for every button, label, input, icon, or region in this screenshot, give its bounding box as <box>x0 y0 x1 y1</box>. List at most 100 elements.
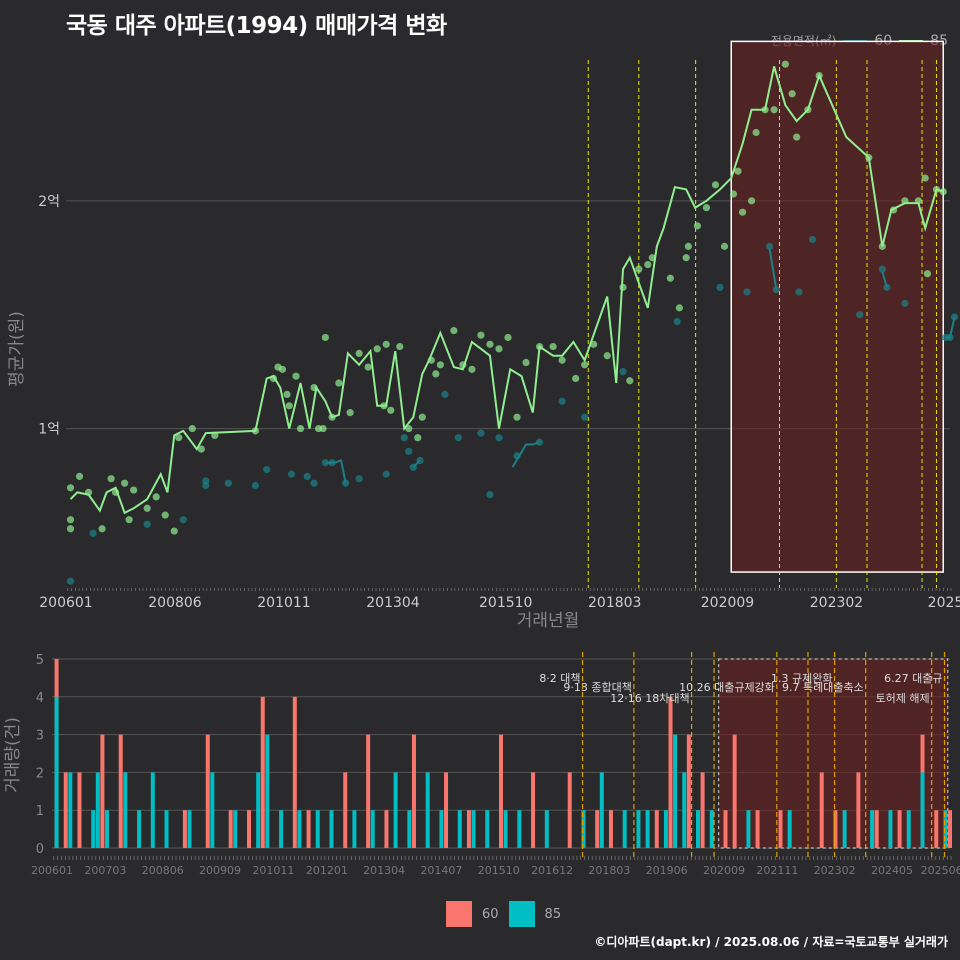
bar-85 <box>123 772 128 848</box>
policy-label: 9.7 특례대출축소 <box>782 681 864 694</box>
series-85-point <box>355 349 363 358</box>
series-60-point <box>263 465 271 474</box>
bar-60 <box>182 810 187 848</box>
series-60-point <box>143 520 151 528</box>
series-60-point <box>405 447 413 455</box>
top-x-axis-title: 거래년월 <box>517 611 580 631</box>
bar-60 <box>292 696 297 848</box>
bar-85 <box>682 772 687 848</box>
series-85-point <box>549 342 557 351</box>
bar-85 <box>329 810 334 848</box>
bottom-x-tick-label: 202111 <box>756 864 798 877</box>
top-x-tick-label: 201803 <box>588 595 641 611</box>
bar-85 <box>104 810 109 848</box>
series-85-point <box>346 409 354 417</box>
bottom-x-tick-label: 202405 <box>871 864 913 877</box>
series-85-point <box>188 424 196 433</box>
bar-85 <box>787 810 792 848</box>
top-x-tick-label: 201011 <box>257 595 310 611</box>
bar-60 <box>531 772 536 848</box>
series-60-point <box>772 286 780 294</box>
series-85-point <box>711 181 720 189</box>
series-60-point <box>477 429 485 437</box>
bar-60 <box>63 772 68 848</box>
series-85-point <box>328 413 336 421</box>
series-85-point <box>107 475 115 483</box>
top-x-tick-label: 202302 <box>810 595 863 611</box>
series-85-point <box>292 372 300 380</box>
series-85-point <box>414 434 422 442</box>
bar-85 <box>279 810 284 848</box>
bar-85 <box>888 810 893 848</box>
bar-60 <box>384 810 389 848</box>
bar-60 <box>260 696 265 848</box>
series-85-point <box>310 383 318 392</box>
bar-85 <box>233 810 238 848</box>
policy-label: 6.27 대출규 <box>884 672 942 685</box>
series-85-point <box>729 190 738 198</box>
series-85-point <box>581 361 589 369</box>
bar-85 <box>517 810 522 848</box>
bar-85 <box>673 734 678 848</box>
series-60-point <box>808 235 817 244</box>
top-highlight-region <box>730 40 944 573</box>
series-60-point <box>202 481 210 490</box>
bar-60 <box>778 810 783 848</box>
series-60-point <box>409 463 417 471</box>
series-85-point <box>380 402 388 410</box>
series-85-point <box>197 445 205 453</box>
bottom-y-tick-label: 0 <box>36 842 44 857</box>
series-85-point <box>143 504 151 512</box>
bottom-x-tick-label: 201612 <box>531 864 573 877</box>
bar-60 <box>100 734 105 848</box>
series-85-point <box>878 242 886 250</box>
series-85-point <box>939 188 947 196</box>
series-60-point <box>513 452 521 460</box>
series-60-point <box>878 265 886 273</box>
series-85-point <box>535 342 544 351</box>
series-60-point <box>946 333 954 342</box>
series-60-point <box>382 470 390 478</box>
bar-60 <box>444 772 449 848</box>
chart-title: 국동 대주 아파트(1994) 매매가격 변화 <box>66 13 447 39</box>
bar-60 <box>934 810 939 848</box>
series-85-point <box>125 516 133 524</box>
series-85-point <box>285 402 293 410</box>
series-85-point <box>211 431 219 440</box>
series-60-point <box>950 313 959 321</box>
series-60-line <box>511 441 540 468</box>
series-85-point <box>590 340 598 348</box>
series-85-point <box>781 60 789 68</box>
series-60-point <box>495 434 503 442</box>
top-y-axis-title: 평균가(원) <box>7 311 27 387</box>
series-85-point <box>468 365 476 373</box>
bar-85 <box>439 810 444 848</box>
bar-85 <box>544 810 549 848</box>
series-85-point <box>436 361 444 369</box>
series-85-point <box>121 479 129 487</box>
series-85-point <box>738 208 747 216</box>
bar-60 <box>499 734 503 848</box>
series-85-point <box>865 153 873 162</box>
bottom-x-tick-label: 202506 <box>921 864 960 877</box>
policy-label: 토허제 해제 <box>876 691 930 705</box>
bottom-y-tick-label: 1 <box>36 804 44 819</box>
legend-line-60-icon <box>843 39 868 42</box>
bar-85 <box>599 772 604 848</box>
series-85-point <box>635 265 643 273</box>
series-85-point <box>720 242 729 250</box>
bottom-y-axis-title: 거래량(건) <box>3 717 23 793</box>
bar-85 <box>622 810 627 848</box>
series-60-point <box>795 288 803 296</box>
bar-60 <box>668 696 673 848</box>
bar-85 <box>746 810 751 848</box>
series-60-point <box>765 242 774 250</box>
series-85-point <box>418 413 426 421</box>
series-60-point <box>287 470 296 478</box>
bottom-x-tick-label: 200703 <box>84 864 126 877</box>
bottom-x-tick-label: 200806 <box>142 864 184 877</box>
bar-60 <box>595 810 600 848</box>
series-85-point <box>513 413 521 421</box>
bar-60 <box>819 772 824 848</box>
bottom-y-tick-label: 3 <box>36 729 44 744</box>
